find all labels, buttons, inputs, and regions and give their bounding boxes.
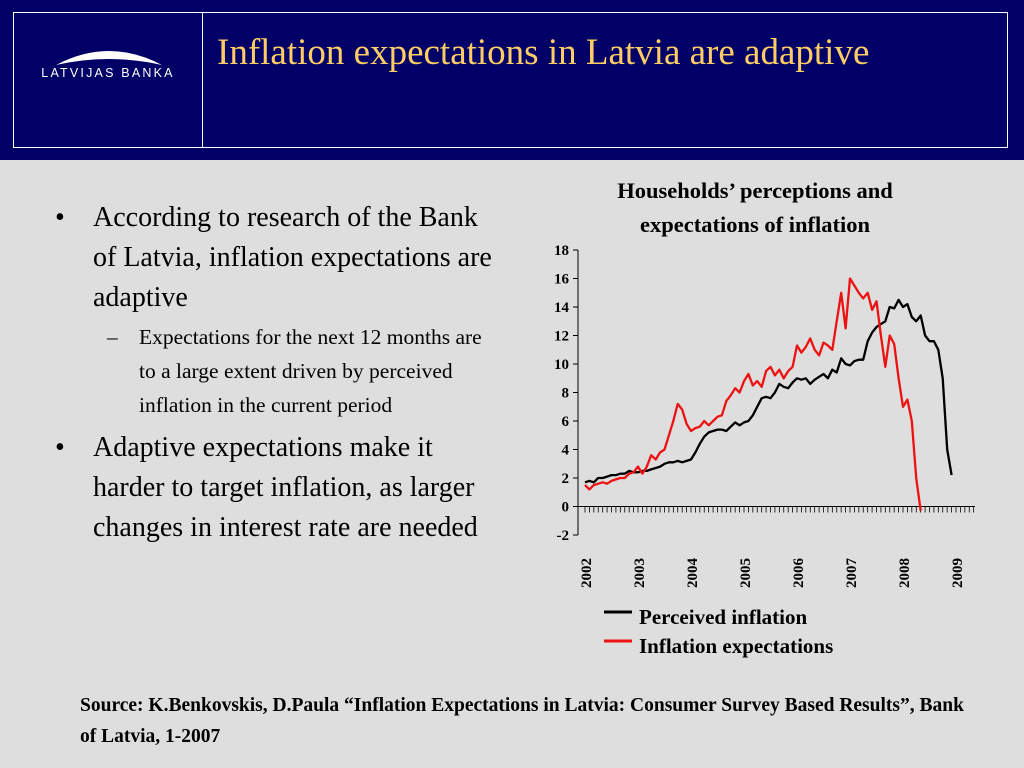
sub-bullet-text: Expectations for the next 12 months are … [139,325,482,417]
bullet-item: • Adaptive expectations make it harder to… [55,428,495,548]
y-tick-label: 18 [554,243,569,259]
x-tick-label: 2002 [579,558,595,588]
bank-logo-icon [56,51,162,65]
y-tick-label: -2 [557,528,570,544]
y-tick-label: 4 [562,443,570,459]
legend-label: Inflation expectations [639,634,833,658]
y-tick-label: 16 [554,272,570,288]
y-tick-label: 8 [562,386,570,402]
logo-box: LATVIJAS BANKA [13,12,203,148]
chart-series [584,277,953,511]
bullet-icon: • [55,432,65,463]
y-tick-label: 10 [554,357,569,373]
chart-axes: -2 0 2 4 6 8 10 12 14 16 18 2002 2003 2004 2005 2006 200… [554,243,975,588]
header-bar: LATVIJAS BANKA Inflation expectations in… [0,0,1024,160]
title-box: Inflation expectations in Latvia are ada… [201,12,1008,148]
x-tick-label: 2003 [632,558,648,588]
legend-label: Perceived inflation [639,605,807,629]
source-note: Source: K.Benkovskis, D.Paula “Inflation… [80,695,964,747]
x-tick-label: 2009 [950,558,966,588]
sub-bullet-item: – Expectations for the next 12 months are… [55,320,495,422]
y-tick-label: 12 [554,329,569,345]
x-tick-label: 2008 [897,558,913,588]
series-line-2 [584,277,922,511]
x-tick-label: 2006 [791,558,807,589]
page-title: Inflation expectations in Latvia are ada… [217,32,870,73]
bullet-icon: • [55,202,65,233]
y-tick-label: 6 [562,414,570,430]
dash-icon: – [107,325,118,349]
y-tick-label: 0 [562,500,570,516]
bullet-item: • According to research of the Bank of La… [55,198,495,318]
y-tick-label: 14 [554,300,570,316]
chart-title: Households’ perceptions and expectations… [617,178,893,237]
x-tick-label: 2005 [738,558,754,588]
series-line-1 [584,298,953,484]
y-tick-label: 2 [562,471,570,487]
x-tick-label: 2004 [685,558,701,589]
bullet-text: According to research of the Bank of Lat… [93,202,492,313]
bullet-text: Adaptive expectations make it harder to … [93,432,478,543]
chart-legend: Perceived inflation Inflation expectation… [604,605,833,658]
x-tick-label: 2007 [844,558,860,589]
bullet-list: • According to research of the Bank of La… [55,198,495,548]
logo-text: LATVIJAS BANKA [41,66,175,80]
